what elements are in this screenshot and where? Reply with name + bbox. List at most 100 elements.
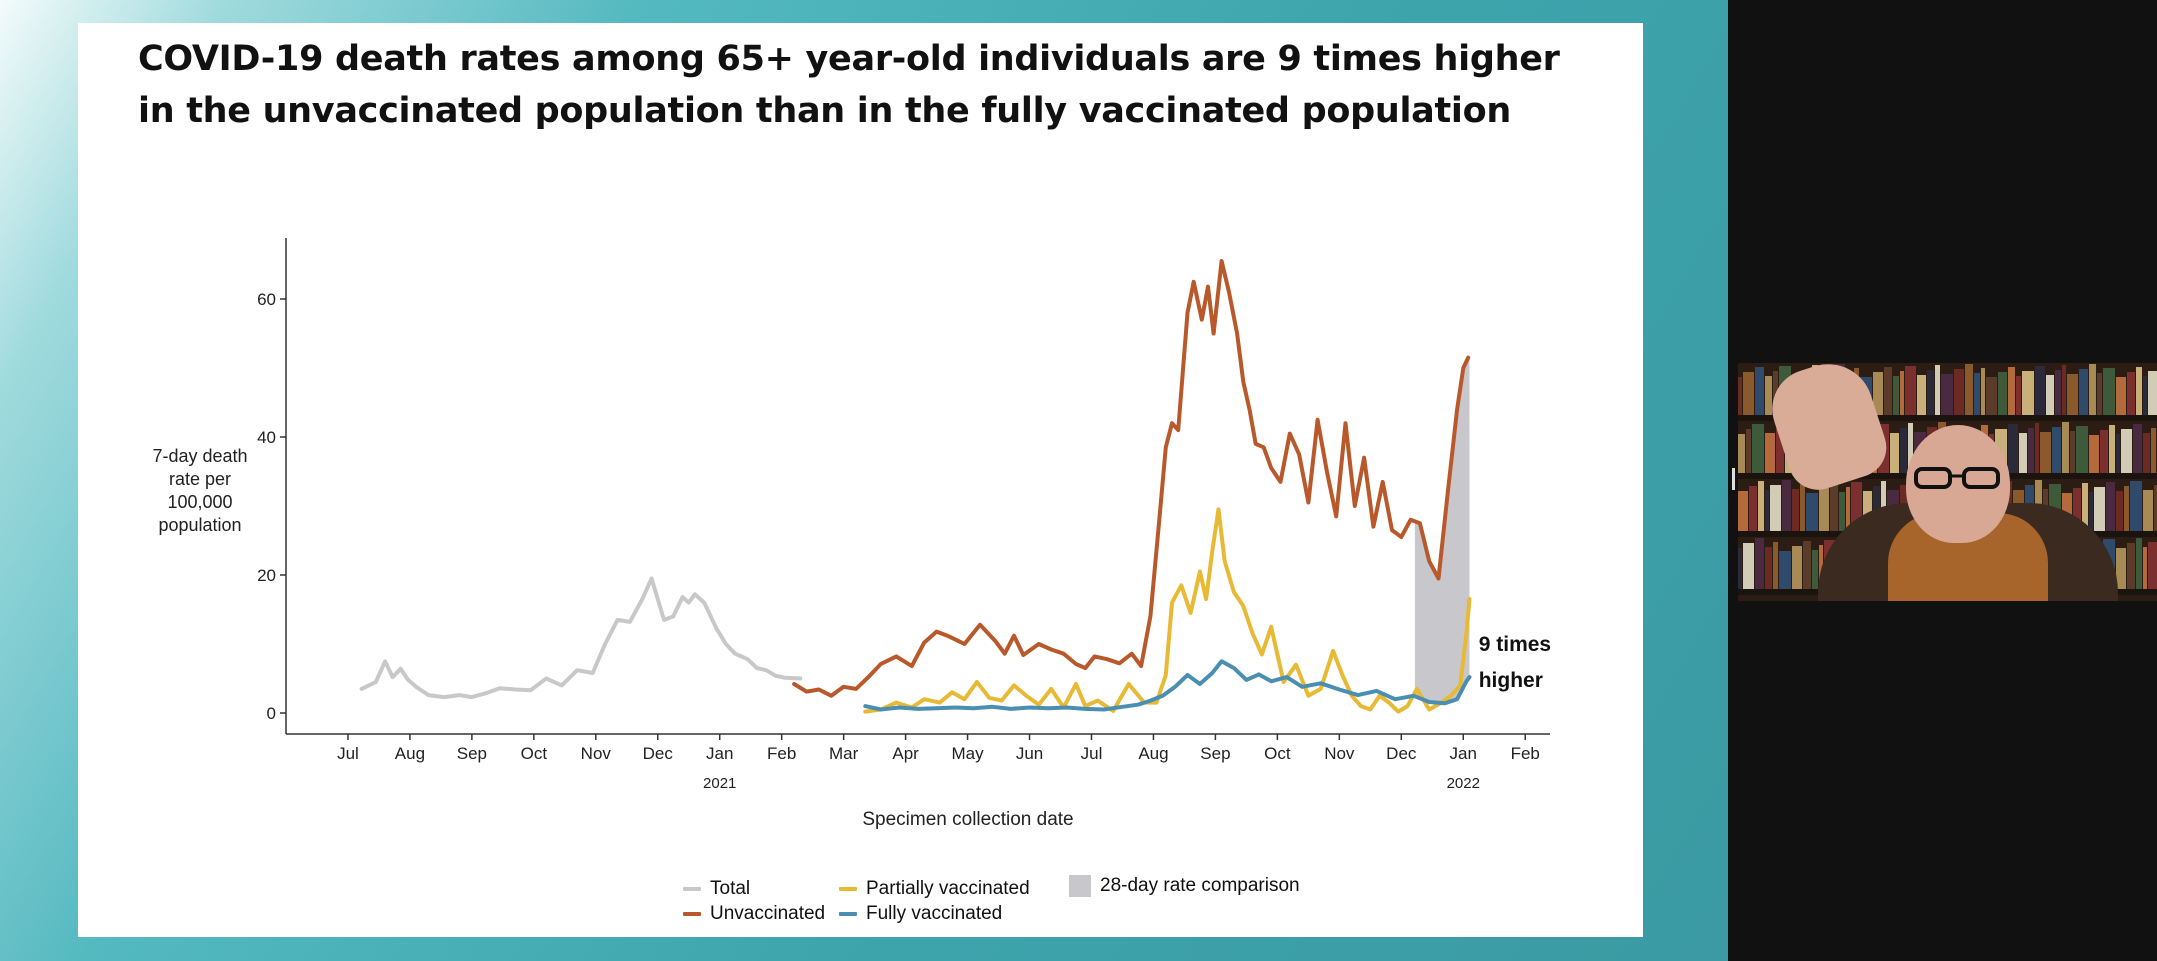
legend-label-28-day-comparison: 28-day rate comparison [1100,875,1300,896]
y-tick-label: 0 [267,704,276,723]
y-axis-label-line: rate per [169,469,231,489]
book-spine [1738,548,1742,589]
book-spine [1884,367,1892,415]
book-spine [1765,490,1769,531]
book-spine [2154,485,2157,531]
book-spine [2151,428,2156,473]
book-spine [1900,371,1904,415]
y-axis-label-full: 7-day death rate per 100,000 population [78,23,96,24]
book-spine [2143,547,2147,589]
book-spine [1893,376,1899,415]
book-spine [2089,435,2099,473]
book-spine [2046,375,2054,415]
book-spine [2076,426,2088,473]
book-spine [1863,491,1872,531]
x-tick-label: Mar [829,744,859,763]
book-spine [2052,427,2061,473]
book-spine [1819,488,1829,531]
book-spine [1839,492,1845,531]
book-spine [1752,424,1764,473]
comparison-region [1414,357,1470,704]
x-tick-label: Feb [767,744,796,763]
book-spine [1738,491,1748,531]
book-spine [2079,369,2088,415]
x-tick-label: Dec [643,744,674,763]
book-spine [1749,486,1757,531]
book-spine [1806,493,1818,531]
x-tick-label: Jun [1016,744,1043,763]
book-spine [1812,550,1818,589]
x-tick-label: Jul [1081,744,1103,763]
book-spine [2148,542,2157,589]
book-spine [2019,433,2027,473]
book-spine [1803,541,1811,589]
book-spine [1908,423,1913,473]
book-spine [1738,434,1745,473]
book-spine [2062,365,2066,415]
book-spine [1986,377,1997,415]
book-spine [2073,488,2081,531]
book-spine [1873,372,1883,415]
x-tick-label: Sep [457,744,487,763]
y-axis-label-line: population [158,515,241,535]
book-spine [1779,551,1791,589]
book-spine [1941,374,1953,415]
legend-swatch-fully-vaccinated [839,912,857,916]
book-spine [2089,492,2093,531]
webcam-video-feed[interactable] [1738,363,2157,601]
book-spine [2127,543,2135,589]
glasses-icon [1914,467,2000,489]
book-spine [2148,371,2157,415]
book-spine [1917,375,1926,415]
x-tick-label: Oct [1264,744,1291,763]
y-tick-label: 60 [257,290,276,309]
book-spine [1800,484,1805,531]
book-spine [2116,491,2123,531]
book-spine [2035,423,2039,473]
book-spine [2008,367,2015,415]
legend-swatch-partially-vaccinated [839,887,857,891]
book-spine [2130,481,2142,531]
book-spine [2028,428,2034,473]
x-tick-label: Nov [1324,744,1355,763]
legend-label-total: Total [710,878,751,899]
book-spine [1981,368,1985,415]
book-spine [1851,482,1862,531]
book-spine [2062,422,2069,473]
series-line-total [359,576,803,700]
slide-title: COVID-19 death rates among 65+ year-old … [138,39,1560,131]
book-spine [1755,538,1764,589]
book-spine [1765,433,1775,473]
legend-item-unvaccinated: Unvaccinated [683,903,825,925]
x-tick-label: Oct [521,744,548,763]
panel-divider-handle[interactable] [1732,468,1735,490]
legend-item-28-day-comparison: 28-day rate comparison [1069,875,1300,897]
year-label: 2021 [703,775,736,792]
book-spine [1830,483,1838,531]
book-spine [1846,487,1850,531]
y-axis-label-line: 100,000 [167,492,232,512]
legend-label-fully-vaccinated: Fully vaccinated [866,903,1003,924]
book-spine [2067,374,2078,415]
x-tick-label: Sep [1200,744,1230,763]
book-spine [1890,433,1899,473]
book-spine [2121,429,2132,473]
book-spine [2136,367,2142,415]
book-spine [1900,428,1907,473]
book-spine [1738,377,1742,415]
annotation-text-line1: 9 times [1479,633,1551,656]
x-axis-label: Specimen collection date [862,809,1073,830]
book-spine [2143,433,2150,473]
x-tick-label: Jul [337,744,359,763]
year-label: 2022 [1447,775,1480,792]
book-spine [1776,428,1784,473]
book-spine [2040,432,2051,473]
x-tick-label: Apr [892,744,919,763]
book-spine [2016,376,2021,415]
book-spine [1773,542,1778,589]
y-axis-label-line: 7-day death [152,446,247,466]
book-spine [2097,373,2102,415]
book-spine [2127,372,2135,415]
book-spine [2008,424,2018,473]
book-spine [2116,548,2126,589]
